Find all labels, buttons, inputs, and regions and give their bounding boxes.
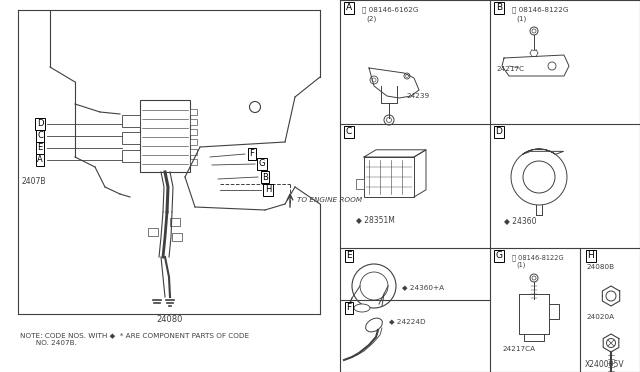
Circle shape: [606, 291, 616, 301]
Text: B: B: [262, 173, 268, 182]
Text: D: D: [495, 128, 502, 137]
Text: A: A: [346, 3, 352, 13]
Text: C: C: [37, 131, 43, 141]
Text: TO ENGINE ROOM: TO ENGINE ROOM: [297, 197, 362, 203]
Circle shape: [523, 161, 555, 193]
Circle shape: [406, 74, 408, 77]
Text: Ⓑ 08146-8122G: Ⓑ 08146-8122G: [512, 6, 568, 13]
Text: (1): (1): [516, 262, 525, 269]
Bar: [148, 228, 158, 236]
Circle shape: [532, 276, 536, 280]
Circle shape: [404, 73, 410, 79]
Bar: [122, 150, 140, 162]
Bar: [190, 139, 197, 145]
Circle shape: [548, 62, 556, 70]
Circle shape: [530, 274, 538, 282]
Text: E: E: [346, 251, 352, 260]
Text: F: F: [250, 150, 255, 158]
Bar: [190, 129, 197, 135]
Text: 24217CA: 24217CA: [502, 346, 535, 352]
Text: 2407B: 2407B: [22, 177, 47, 186]
Bar: [140, 100, 190, 172]
Bar: [190, 149, 197, 155]
Text: X240005V: X240005V: [585, 360, 625, 369]
Bar: [190, 109, 197, 115]
Circle shape: [372, 78, 376, 82]
Text: C: C: [346, 128, 352, 137]
Circle shape: [352, 264, 396, 308]
Circle shape: [250, 102, 260, 112]
Text: ◆ 24360+A: ◆ 24360+A: [402, 284, 444, 290]
Text: Ⓑ 08146-8122G: Ⓑ 08146-8122G: [512, 254, 564, 261]
Ellipse shape: [365, 318, 382, 332]
Text: H: H: [588, 251, 595, 260]
Circle shape: [607, 339, 616, 347]
Text: E: E: [37, 144, 43, 153]
Text: NOTE: CODE NOS. WITH ◆  * ARE COMPONENT PARTS OF CODE
       NO. 2407B.: NOTE: CODE NOS. WITH ◆ * ARE COMPONENT P…: [20, 332, 249, 346]
Text: ◆ 24224D: ◆ 24224D: [389, 318, 426, 324]
Bar: [122, 132, 140, 144]
Text: D: D: [36, 119, 44, 128]
Text: 24239: 24239: [406, 93, 429, 99]
Circle shape: [387, 118, 392, 122]
Text: H: H: [265, 186, 271, 195]
Bar: [190, 159, 197, 165]
Bar: [170, 218, 180, 226]
Text: 24217C: 24217C: [496, 66, 524, 72]
Bar: [190, 119, 197, 125]
Circle shape: [370, 76, 378, 84]
Circle shape: [530, 27, 538, 35]
Circle shape: [360, 272, 388, 300]
Circle shape: [384, 115, 394, 125]
Text: F: F: [346, 304, 351, 312]
Text: G: G: [259, 160, 265, 169]
Circle shape: [532, 29, 536, 33]
Bar: [364, 157, 414, 197]
Text: 24080B: 24080B: [586, 264, 614, 270]
Text: 24020A: 24020A: [586, 314, 614, 320]
Text: G: G: [495, 251, 502, 260]
Text: (2): (2): [366, 15, 376, 22]
Bar: [356, 179, 364, 189]
Text: ◆ 24360: ◆ 24360: [504, 216, 536, 225]
Text: Ⓑ 08146-6162G: Ⓑ 08146-6162G: [362, 6, 419, 13]
Text: ◆ 28351M: ◆ 28351M: [356, 215, 395, 224]
Ellipse shape: [354, 304, 370, 312]
Bar: [172, 233, 182, 241]
Text: (1): (1): [516, 15, 526, 22]
Bar: [122, 115, 140, 127]
Text: A: A: [37, 155, 43, 164]
Text: 24080: 24080: [157, 315, 183, 324]
Text: B: B: [496, 3, 502, 13]
